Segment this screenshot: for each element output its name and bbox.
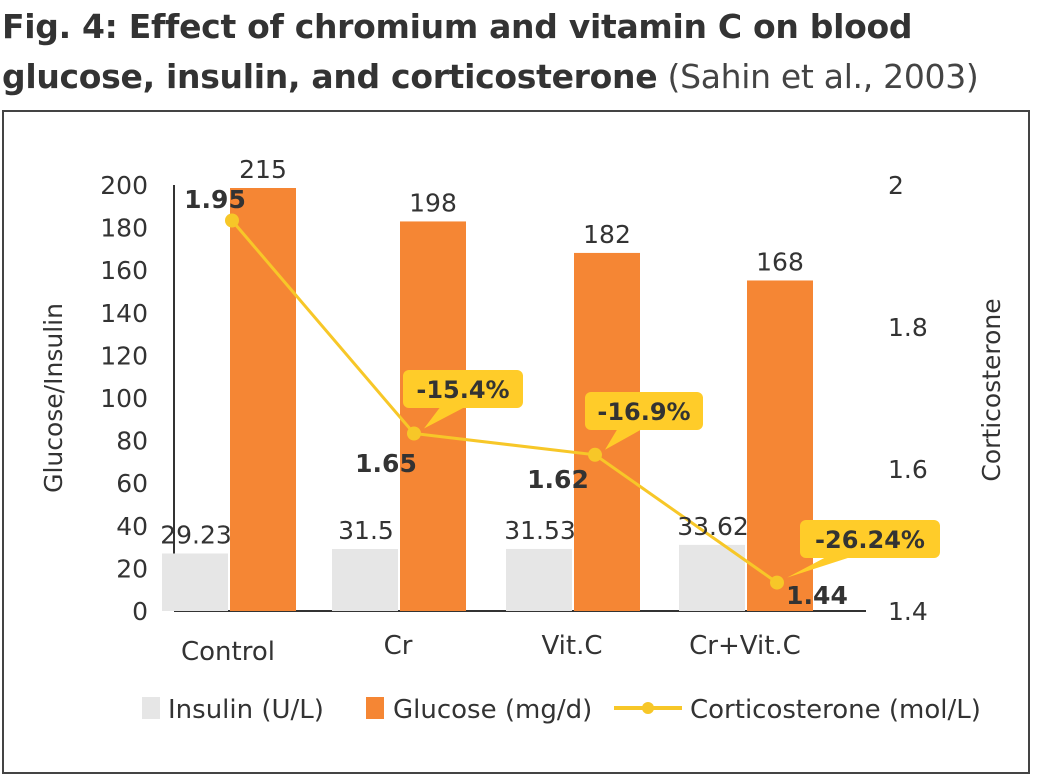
callout-pointer [787,556,854,578]
percent-change-callout: -16.9% [585,392,703,450]
percent-change-callout: -26.24% [787,520,940,578]
legend-label-corticosterone: Corticosterone (mol/L) [690,695,981,725]
glucose-value-label: 215 [239,155,287,184]
y2-tick-label: 1.6 [888,455,928,484]
callout-box [403,370,523,408]
insulin-bar [679,544,745,611]
y2-tick-label: 1.8 [888,313,928,342]
x-category-label: Control [181,637,275,667]
corticosterone-value-label: 1.62 [527,465,589,494]
y-tick-label: 100 [100,384,148,413]
y-tick-label: 20 [116,554,148,583]
glucose-value-label: 168 [756,247,804,276]
figure-title-bold: glucose, insulin, and corticosterone [2,57,658,96]
callout-pointer [605,428,644,450]
corticosterone-line-series [225,213,784,590]
corticosterone-point [225,213,239,228]
y-tick-label: 160 [100,256,148,285]
figure-citation: (Sahin et al., 2003) [657,57,979,96]
legend-marker-corticosterone [642,702,654,714]
y-tick-label: 120 [100,341,148,370]
y-tick-label: 40 [116,512,148,541]
insulin-value-label: 31.53 [504,516,576,545]
figure-title: Fig. 4: Effect of chromium and vitamin C… [2,2,1038,102]
glucose-bar [230,188,296,611]
callout-pointer [424,406,467,429]
callout-box [800,520,940,558]
corticosterone-value-label: 1.65 [355,449,417,478]
glucose-value-label: 182 [583,220,631,249]
callout-text: -15.4% [416,376,509,404]
x-category-label: Cr+Vit.C [689,631,801,661]
insulin-bar [332,549,398,611]
y2-tick-label: 1.4 [888,597,928,626]
y-tick-label: 0 [132,597,148,626]
glucose-bar [747,280,813,611]
x-category-label: Cr [384,631,413,661]
y-tick-label: 180 [100,214,148,243]
insulin-bar [506,548,572,611]
insulin-value-label: 31.5 [338,516,394,545]
glucose-value-label: 198 [409,188,457,217]
figure-title-line1: Fig. 4: Effect of chromium and vitamin C… [2,7,913,46]
insulin-value-label: 29.23 [160,520,232,549]
corticosterone-line [230,219,778,584]
legend: Insulin (U/L) Glucose (mg/d) Corticosteron… [142,695,981,725]
callout-text: -26.24% [815,526,925,554]
legend-swatch-glucose [366,697,384,719]
figure-title-line2: glucose, insulin, and corticosterone (Sa… [2,52,1038,102]
data-labels: 29.23 215 Control 31.5 198 Cr 31.53 182 Vit.C 33.… [160,155,848,667]
callout-box [585,392,703,430]
legend-label-glucose: Glucose (mg/d) [393,695,592,725]
y-tick-label: 60 [116,469,148,498]
y-tick-label: 80 [116,427,148,456]
legend-label-insulin: Insulin (U/L) [168,695,324,725]
percent-change-callout: -15.4% [403,370,523,429]
chart-frame [2,110,1030,774]
insulin-bar [162,553,228,611]
corticosterone-point [770,575,784,590]
y-axis-title: Glucose/Insulin [39,303,68,493]
x-category-label: Vit.C [541,631,602,661]
callout-text: -16.9% [597,398,690,426]
legend-swatch-insulin [142,697,160,719]
y2-axis-title: Corticosterone [977,298,1006,481]
corticosterone-value-label: 1.95 [184,185,246,214]
corticosterone-value-label: 1.44 [786,581,848,610]
y-tick-label: 200 [100,171,148,200]
corticosterone-point [588,447,602,462]
glucose-bar [400,221,466,611]
insulin-value-label: 33.62 [677,512,749,541]
y2-tick-label: 2 [888,171,904,200]
y-tick-label: 140 [100,299,148,328]
callouts: -15.4% -16.9% -26.24% [403,370,940,578]
corticosterone-point [407,426,421,441]
axes: 0 20 40 60 80 100 120 140 160 180 200 1.4 1.6 1.8 2 Glu… [39,171,1006,626]
